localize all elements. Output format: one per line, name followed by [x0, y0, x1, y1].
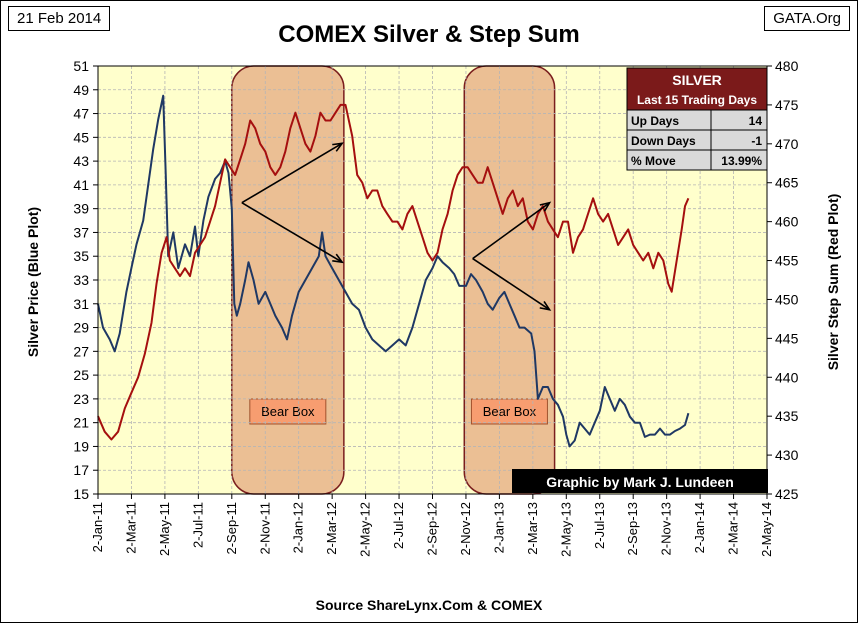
y-left-tick-label: 43 [73, 153, 89, 169]
x-tick-label: 2-May-13 [558, 502, 573, 557]
x-tick-label: 2-Jan-12 [291, 502, 306, 553]
stats-row-value: 13.99% [721, 154, 762, 168]
y-left-tick-label: 33 [73, 272, 89, 288]
y-right-tick-label: 480 [775, 58, 799, 74]
x-tick-label: 2-Sep-11 [224, 502, 239, 555]
credit-label: Graphic by Mark J. Lundeen [546, 474, 734, 490]
stats-row-label: % Move [631, 154, 676, 168]
arrow-head [539, 300, 552, 311]
y-left-tick-label: 17 [73, 462, 89, 478]
x-tick-label: 2-Mar-12 [324, 502, 339, 555]
y-right-tick-label: 475 [775, 97, 799, 113]
x-tick-label: 2-Nov-12 [458, 502, 473, 555]
y-left-tick-label: 23 [73, 391, 89, 407]
x-tick-label: 2-Sep-12 [425, 502, 440, 555]
trend-arrow [472, 257, 551, 311]
arrow-head [332, 142, 344, 152]
y-left-tick-label: 31 [73, 296, 89, 312]
x-tick-label: 2-Mar-11 [123, 502, 138, 554]
bear-box-label: Bear Box [261, 404, 315, 419]
bear-box-label: Bear Box [483, 404, 537, 419]
y-right-tick-label: 435 [775, 408, 799, 424]
x-tick-label: 2-Jul-13 [592, 502, 607, 549]
stats-row-value: 14 [749, 114, 763, 128]
stats-table-header [626, 67, 768, 111]
x-tick-label: 2-Nov-13 [659, 502, 674, 555]
stats-row-value: -1 [751, 134, 762, 148]
y-left-tick-label: 51 [73, 58, 89, 74]
stats-row-label: Down Days [631, 134, 696, 148]
stats-table-title: SILVER [672, 72, 722, 88]
credit-banner [512, 469, 768, 493]
y-right-tick-label: 465 [775, 175, 799, 191]
y-left-tick-label: 19 [73, 438, 89, 454]
y-right-tick-label: 460 [775, 214, 799, 230]
y-left-tick-label: 45 [73, 129, 89, 145]
y-left-tick-label: 15 [73, 486, 89, 502]
trend-arrow [241, 202, 343, 263]
y-left-tick-label: 47 [73, 106, 89, 122]
x-tick-label: 2-Jul-12 [391, 502, 406, 549]
x-tick-label: 2-May-12 [358, 502, 373, 557]
bear-box-label-bg [249, 398, 327, 425]
x-tick-label: 2-May-11 [157, 502, 172, 556]
y-right-tick-label: 440 [775, 369, 799, 385]
x-tick-label: 2-Sep-13 [625, 502, 640, 555]
x-tick-label: 2-Mar-13 [525, 502, 540, 555]
step-sum-line [97, 103, 690, 441]
y-left-tick-label: 41 [73, 177, 89, 193]
source-tag-label: GATA.Org [764, 6, 850, 31]
y-right-tick-label: 445 [775, 330, 799, 346]
y-axis-right-label: Silver Step Sum (Red Plot) [825, 194, 841, 371]
stats-table-subtitle: Last 15 Trading Days [637, 93, 757, 107]
trend-arrow [472, 202, 551, 260]
x-tick-label: 2-Jan-13 [491, 502, 506, 553]
date-label: 21 Feb 2014 [8, 6, 111, 31]
y-right-tick-label: 455 [775, 253, 799, 269]
y-left-tick-label: 25 [73, 367, 89, 383]
y-left-tick-label: 21 [73, 415, 89, 431]
y-left-tick-label: 49 [73, 82, 89, 98]
trend-arrow [241, 142, 343, 204]
y-right-tick-label: 470 [775, 136, 799, 152]
stats-row-label: Up Days [631, 114, 679, 128]
y-right-tick-label: 430 [775, 447, 799, 463]
y-right-tick-label: 450 [775, 291, 799, 307]
y-left-tick-label: 29 [73, 320, 89, 336]
silver-price-line [97, 94, 690, 448]
y-axis-left-label: Silver Price (Blue Plot) [25, 207, 41, 357]
x-tick-label: 2-Jan-11 [90, 502, 105, 552]
arrow-head [539, 201, 552, 212]
y-left-tick-label: 39 [73, 201, 89, 217]
chart-title: COMEX Silver & Step Sum [278, 21, 579, 48]
x-tick-label: 2-Jul-11 [190, 502, 205, 548]
source-footer: Source ShareLynx.Com & COMEX [316, 597, 543, 613]
arrow-head [332, 253, 344, 264]
x-tick-label: 2-Nov-11 [257, 502, 272, 555]
y-left-tick-label: 27 [73, 343, 89, 359]
stats-row-value-cell [710, 149, 768, 171]
y-left-tick-label: 37 [73, 224, 89, 240]
x-tick-label: 2-Mar-14 [726, 502, 741, 555]
x-tick-label: 2-May-14 [759, 502, 774, 557]
x-tick-label: 2-Jan-14 [692, 502, 707, 553]
y-left-tick-label: 35 [73, 248, 89, 264]
y-right-tick-label: 425 [775, 486, 799, 502]
